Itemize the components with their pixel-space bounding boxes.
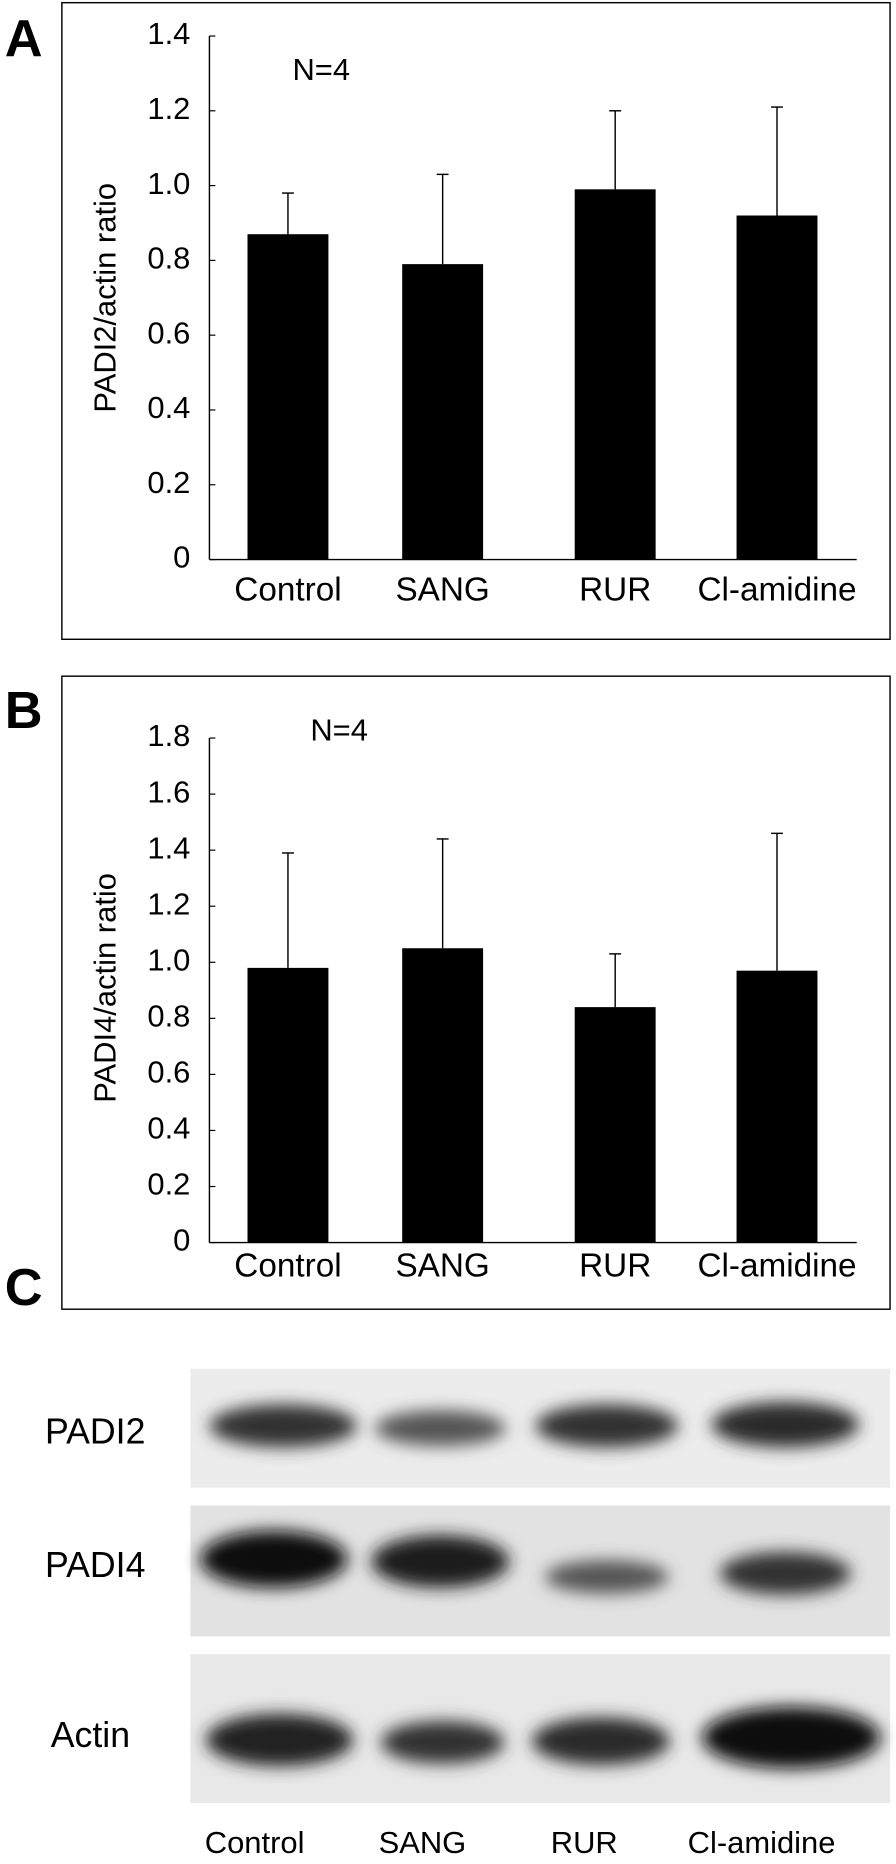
blot-row-label: PADI4 xyxy=(45,1545,146,1585)
panel-label: B xyxy=(5,682,43,740)
y-tick-label: 1.8 xyxy=(147,718,190,753)
x-tick-label: Control xyxy=(234,1247,341,1284)
bar xyxy=(574,189,656,560)
panel-frame xyxy=(61,1,891,640)
band xyxy=(702,1706,881,1769)
bar xyxy=(247,967,329,1243)
x-tick-label: Control xyxy=(234,571,341,608)
annotation: N=4 xyxy=(310,712,368,747)
y-tick-label: 0.6 xyxy=(147,1055,190,1090)
blot-lane-label: Control xyxy=(205,1825,305,1860)
blot-row-label: Actin xyxy=(51,1715,130,1755)
band xyxy=(535,1404,679,1448)
y-tick-label: 1.6 xyxy=(147,774,190,809)
blot-lane-label: SANG xyxy=(379,1825,467,1860)
bar xyxy=(402,264,484,560)
y-tick-label: 1.4 xyxy=(147,830,190,865)
x-tick-label: RUR xyxy=(579,571,651,608)
y-tick-label: 0 xyxy=(173,1223,190,1258)
y-tick-label: 0.8 xyxy=(147,999,190,1034)
bar xyxy=(247,234,329,560)
x-tick-label: RUR xyxy=(579,1247,651,1284)
y-tick-label: 0 xyxy=(173,540,190,575)
blot xyxy=(190,1368,891,1804)
y-tick-label: 1.2 xyxy=(147,886,190,921)
y-axis-label: PADI2/actin ratio xyxy=(87,183,122,413)
bar xyxy=(574,1007,656,1243)
y-tick-label: 1.0 xyxy=(147,166,190,201)
y-tick-label: 0.4 xyxy=(147,390,190,425)
y-tick-label: 0.6 xyxy=(147,315,190,350)
x-tick-label: SANG xyxy=(395,1247,489,1284)
panel-label: A xyxy=(5,10,43,68)
y-tick-label: 0.2 xyxy=(147,465,190,500)
y-tick-label: 0.4 xyxy=(147,1111,190,1146)
band xyxy=(711,1402,860,1448)
band xyxy=(544,1560,669,1594)
y-tick-label: 1.2 xyxy=(147,91,190,126)
annotation: N=4 xyxy=(292,52,350,87)
panel-label: C xyxy=(5,1259,43,1317)
y-axis-label: PADI4/actin ratio xyxy=(87,873,122,1103)
band xyxy=(374,1410,506,1447)
y-tick-label: 0.8 xyxy=(147,241,190,276)
blot-lane-label: Cl-amidine xyxy=(688,1825,836,1860)
band xyxy=(209,1404,357,1448)
blot-row-label: PADI2 xyxy=(45,1412,146,1452)
bar xyxy=(736,970,818,1243)
band xyxy=(531,1717,670,1765)
band xyxy=(205,1713,354,1767)
panel-frame xyxy=(61,675,891,1310)
band xyxy=(719,1551,851,1595)
bar xyxy=(736,215,818,560)
blot-lane-label: RUR xyxy=(551,1825,618,1860)
y-tick-label: 1.0 xyxy=(147,942,190,977)
band xyxy=(380,1720,505,1764)
x-tick-label: Cl-amidine xyxy=(697,571,856,608)
y-tick-label: 0.2 xyxy=(147,1167,190,1202)
bar xyxy=(402,948,484,1243)
y-tick-label: 1.4 xyxy=(147,16,190,51)
band xyxy=(199,1530,348,1588)
x-tick-label: Cl-amidine xyxy=(697,1247,856,1284)
x-tick-label: SANG xyxy=(395,571,489,608)
band xyxy=(371,1535,510,1588)
